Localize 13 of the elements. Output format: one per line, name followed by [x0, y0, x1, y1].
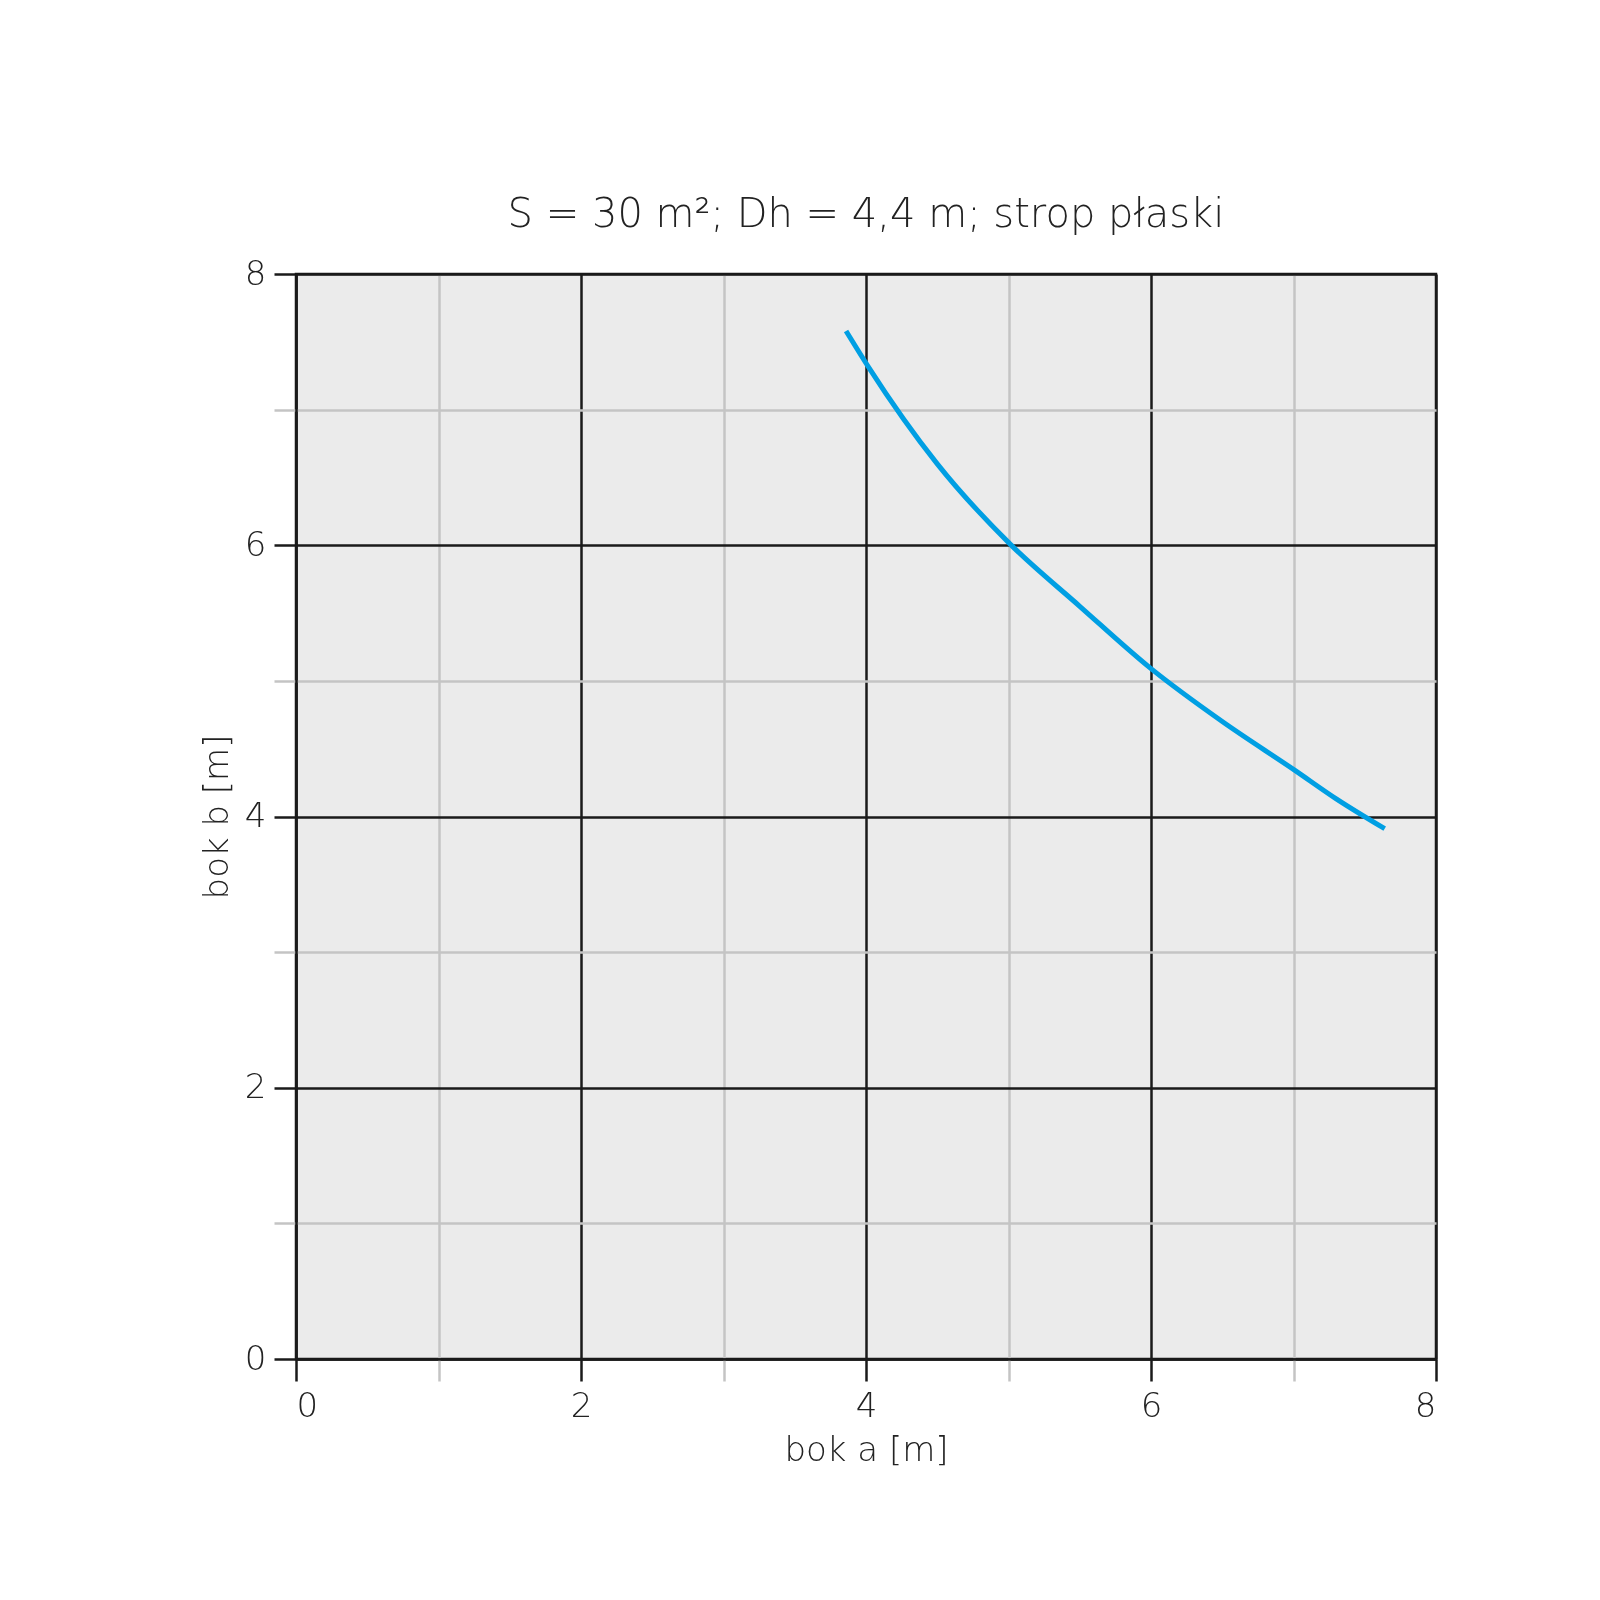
x-tick-label: 4 [855, 1384, 878, 1425]
y-axis-title: bok b [m] [195, 734, 236, 900]
x-tick-label: 0 [296, 1384, 319, 1425]
y-tick-label: 2 [244, 1066, 267, 1107]
y-tick-label: 8 [244, 252, 267, 293]
x-tick-label: 8 [1414, 1384, 1437, 1425]
x-tick-label: 6 [1140, 1384, 1163, 1425]
y-tick-label: 0 [244, 1337, 267, 1378]
x-axis-title: bok a [m] [784, 1428, 949, 1469]
y-tick-label: 4 [244, 795, 267, 835]
y-tick-label: 6 [244, 523, 267, 564]
x-tick-label: 2 [570, 1384, 593, 1425]
chart-title: S = 30 m²; Dh = 4,4 m; strop płaski [507, 190, 1225, 236]
